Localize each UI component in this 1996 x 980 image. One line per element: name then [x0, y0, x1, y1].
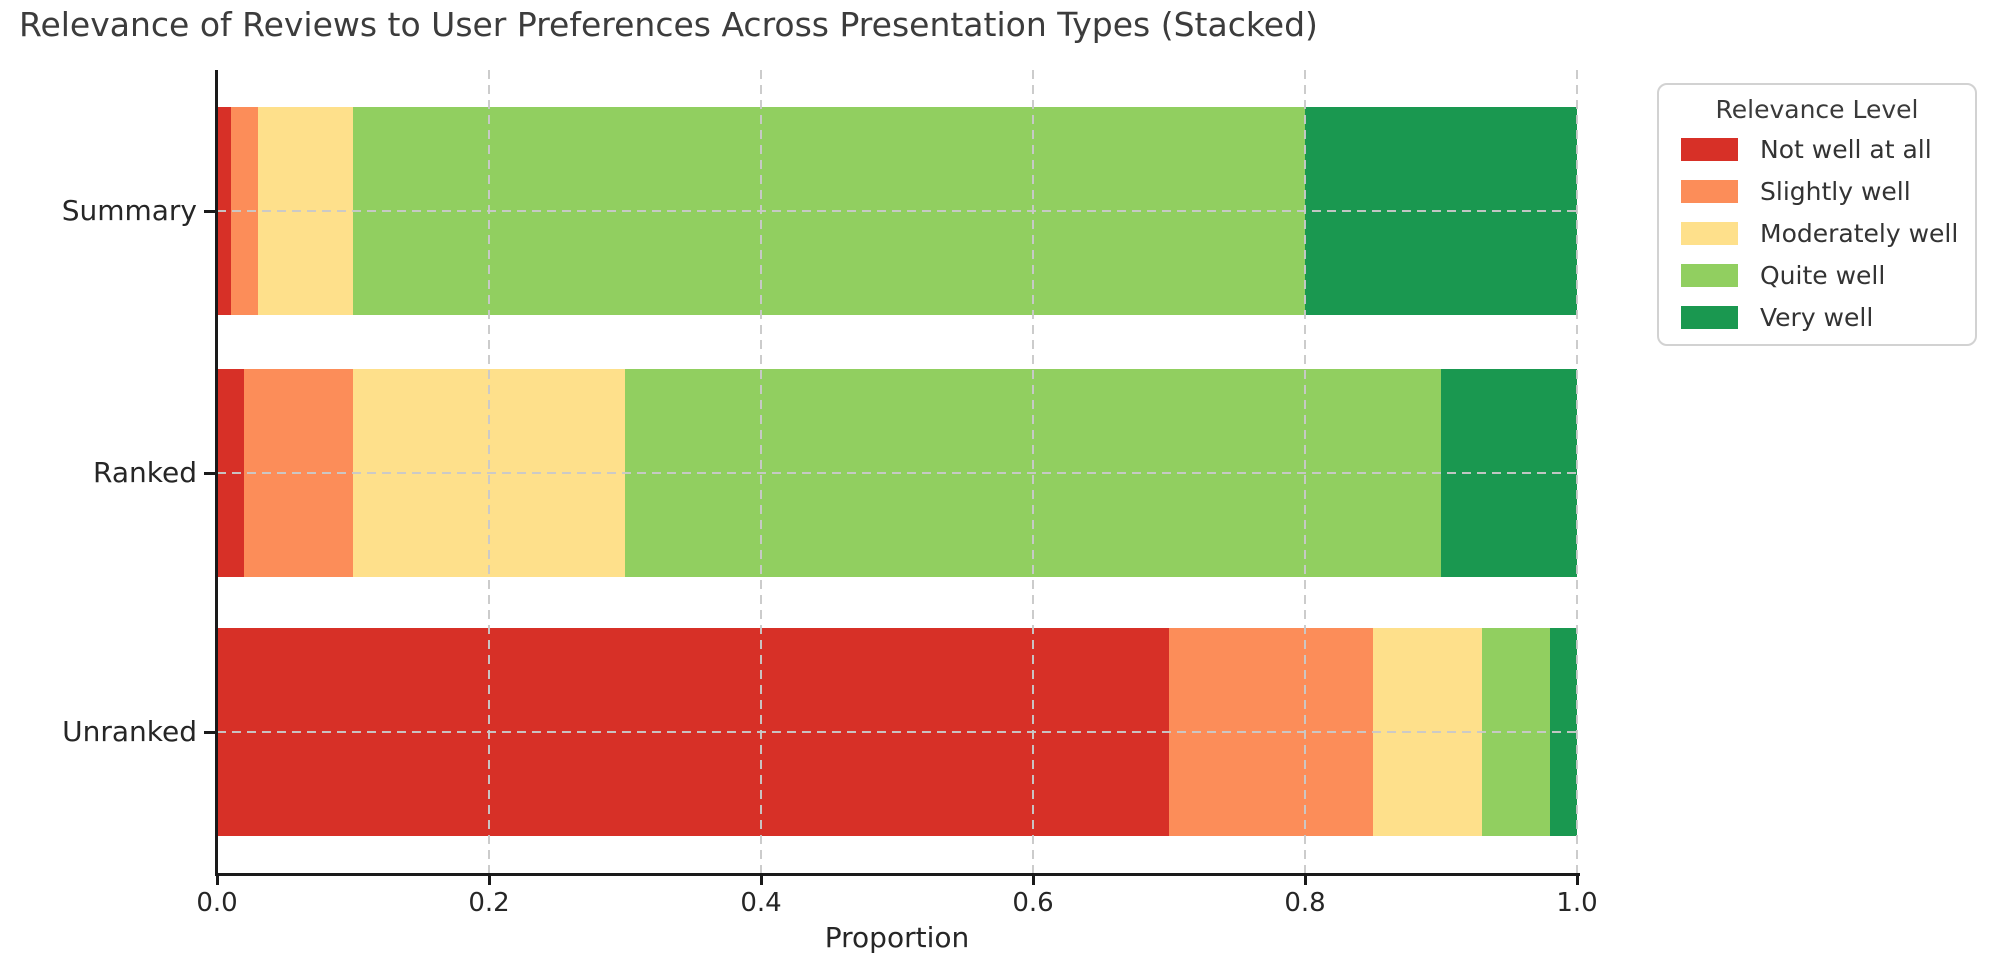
gridline-vertical [1304, 70, 1306, 873]
legend-swatch-moderately-well [1681, 221, 1738, 245]
legend-item-moderately-well: Moderately well [1671, 218, 1963, 248]
x-tick-mark [1304, 876, 1307, 885]
legend-item-very-well: Very well [1671, 302, 1963, 332]
plot-area: Summary Ranked Unranked 0.0 0.2 0.4 0.6 0.8 1.0 [62, 70, 1598, 918]
legend-item-label: Very well [1760, 302, 1874, 332]
x-axis-line [215, 873, 1580, 876]
x-tick-label-0.8: 0.8 [1284, 888, 1326, 918]
gridline-vertical [488, 70, 490, 873]
x-tick-label-0.4: 0.4 [740, 888, 782, 918]
legend-swatch-quite-well [1681, 263, 1738, 287]
y-tick-label-summary: Summary [61, 194, 197, 227]
y-tick-label-ranked: Ranked [93, 456, 197, 489]
y-tick-mark [204, 731, 215, 734]
legend-item-quite-well: Quite well [1671, 260, 1963, 290]
x-tick-label-0.2: 0.2 [468, 888, 510, 918]
legend-item-slightly-well: Slightly well [1671, 176, 1963, 206]
legend-title: Relevance Level [1715, 95, 1919, 124]
legend-item-not-well-at-all: Not well at all [1671, 134, 1963, 164]
x-tick-mark [760, 876, 763, 885]
y-tick-mark [204, 210, 215, 213]
legend: Relevance Level Not well at all Slightly … [1657, 83, 1977, 346]
legend-items: Not well at all Slightly well Moderately w… [1671, 134, 1963, 332]
y-tick-label-unranked: Unranked [62, 715, 197, 748]
legend-swatch-not-well-at-all [1681, 137, 1738, 161]
gridline-vertical [1576, 70, 1578, 873]
x-tick-label-0.0: 0.0 [196, 888, 238, 918]
legend-item-label: Quite well [1760, 260, 1886, 290]
gridline-horizontal [217, 731, 1577, 733]
x-tick-mark [216, 876, 219, 885]
x-tick-label-1.0: 1.0 [1556, 888, 1598, 918]
x-tick-mark [1576, 876, 1579, 885]
x-tick-mark [1032, 876, 1035, 885]
gridline-horizontal [217, 210, 1577, 212]
gridline-horizontal [217, 472, 1577, 474]
x-axis-label: Proportion [824, 921, 970, 954]
x-tick-mark [488, 876, 491, 885]
gridline-vertical [1032, 70, 1034, 873]
legend-item-label: Moderately well [1760, 218, 1959, 248]
legend-item-label: Slightly well [1760, 176, 1911, 206]
legend-swatch-very-well [1681, 305, 1738, 329]
legend-swatch-slightly-well [1681, 179, 1738, 203]
y-tick-mark [204, 472, 215, 475]
chart-title: Relevance of Reviews to User Preferences… [19, 5, 1318, 44]
y-axis-spine [215, 70, 218, 873]
legend-item-label: Not well at all [1760, 134, 1932, 164]
gridline-vertical [760, 70, 762, 873]
x-tick-label-0.6: 0.6 [1012, 888, 1054, 918]
